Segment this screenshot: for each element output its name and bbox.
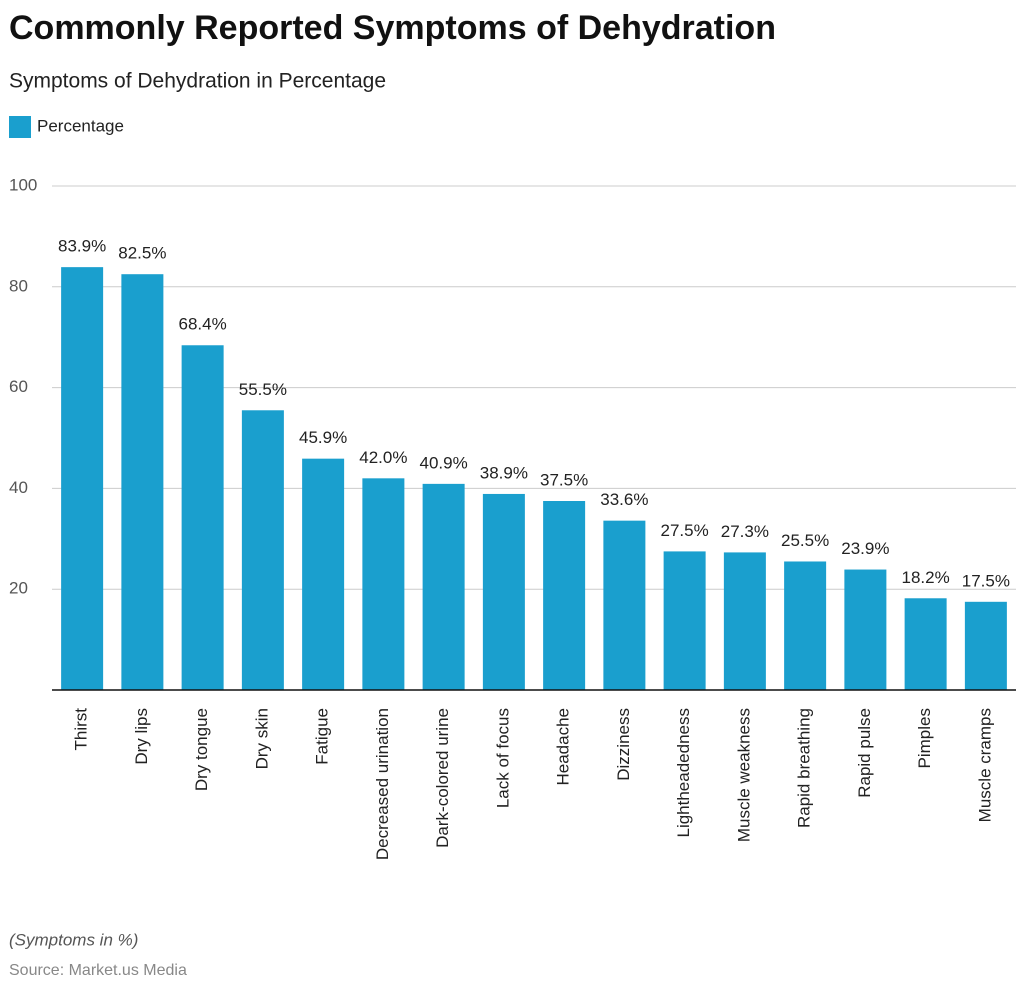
x-tick-label: Lack of focus <box>493 708 512 808</box>
bar <box>844 569 887 690</box>
note: (Symptoms in %) <box>9 930 138 949</box>
value-label: 42.0% <box>359 448 407 467</box>
bar <box>302 458 345 690</box>
value-label: 27.5% <box>661 521 709 540</box>
bar <box>723 552 766 690</box>
source: Source: Market.us Media <box>9 962 187 979</box>
bar <box>181 345 224 690</box>
y-tick-label: 20 <box>9 579 28 598</box>
legend-label: Percentage <box>37 116 124 135</box>
x-tick-label: Dark-colored urine <box>433 708 452 848</box>
x-tick-label: Rapid breathing <box>795 708 814 828</box>
bar <box>964 601 1007 690</box>
value-label: 68.4% <box>179 315 227 334</box>
x-tick-label: Lightheadedness <box>674 708 693 838</box>
bar <box>543 501 586 690</box>
value-label: 82.5% <box>118 244 166 263</box>
value-label: 45.9% <box>299 428 347 447</box>
x-tick-label: Fatigue <box>313 708 332 765</box>
x-tick-label: Headache <box>554 708 573 786</box>
bar <box>241 410 284 690</box>
value-label: 55.5% <box>239 380 287 399</box>
value-label: 33.6% <box>600 490 648 509</box>
bar <box>422 483 465 690</box>
value-label: 37.5% <box>540 470 588 489</box>
x-tick-label: Rapid pulse <box>855 708 874 798</box>
x-tick-label: Dry lips <box>132 708 151 765</box>
value-label: 83.9% <box>58 237 106 256</box>
value-label: 27.3% <box>721 522 769 541</box>
value-label: 18.2% <box>902 568 950 587</box>
value-label: 17.5% <box>962 571 1010 590</box>
bar <box>904 598 947 690</box>
bar <box>663 551 706 690</box>
bar <box>362 478 405 690</box>
x-tick-label: Dizziness <box>614 708 633 781</box>
bar <box>784 561 827 690</box>
value-label: 40.9% <box>420 453 468 472</box>
chart-title: Commonly Reported Symptoms of Dehydratio… <box>9 9 776 47</box>
x-tick-label: Dry tongue <box>192 708 211 791</box>
x-tick-label: Muscle weakness <box>734 708 753 842</box>
value-label: 38.9% <box>480 463 528 482</box>
bar <box>482 493 525 690</box>
y-tick-label: 100 <box>9 175 37 194</box>
y-tick-label: 40 <box>9 478 28 497</box>
chart-subtitle: Symptoms of Dehydration in Percentage <box>9 70 386 93</box>
legend-swatch <box>9 116 31 138</box>
y-tick-label: 60 <box>9 377 28 396</box>
x-tick-label: Thirst <box>72 708 91 751</box>
bar <box>61 267 104 690</box>
value-label: 23.9% <box>841 539 889 558</box>
bar <box>603 520 646 690</box>
x-tick-label: Muscle cramps <box>975 708 994 822</box>
value-label: 25.5% <box>781 531 829 550</box>
x-tick-label: Dry skin <box>252 708 271 769</box>
bar <box>121 274 164 690</box>
x-tick-label: Pimples <box>915 708 934 768</box>
x-tick-label: Decreased urination <box>373 708 392 860</box>
y-tick-label: 80 <box>9 276 28 295</box>
